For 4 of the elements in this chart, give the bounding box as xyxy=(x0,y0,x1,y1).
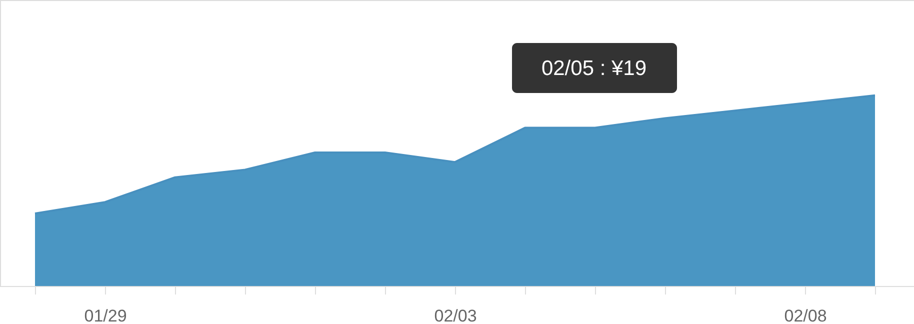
x-tick-label: 02/08 xyxy=(784,306,827,324)
x-tick-label: 01/29 xyxy=(84,306,127,324)
text: 02/05 : ¥19 xyxy=(541,57,647,80)
x-tick-label: 02/03 xyxy=(434,306,477,324)
